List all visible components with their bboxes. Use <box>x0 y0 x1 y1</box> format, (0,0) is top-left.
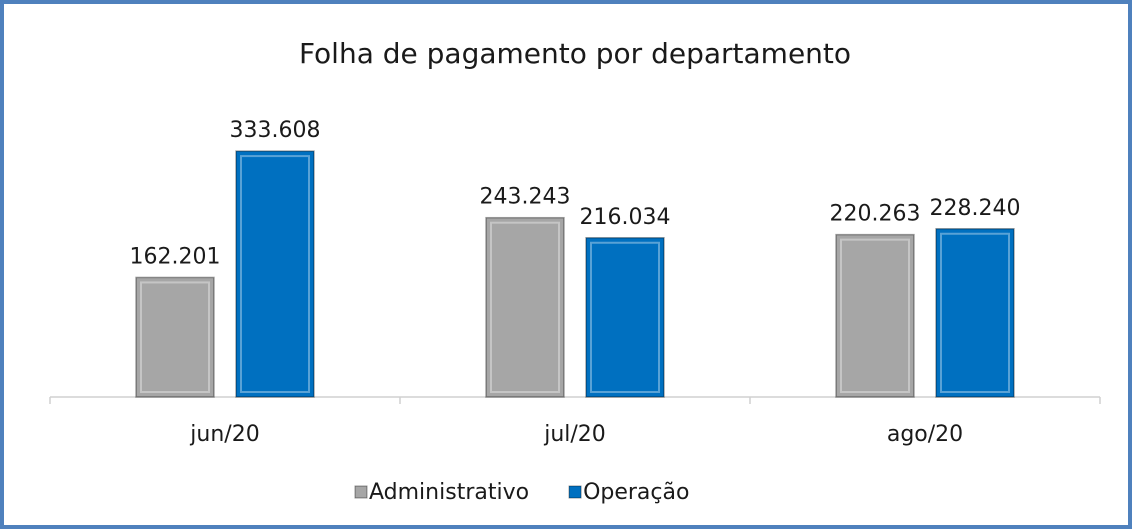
bar <box>935 228 1015 398</box>
bar-bevel <box>840 238 910 393</box>
data-label: 216.034 <box>580 205 671 230</box>
x-tick-label: ago/20 <box>887 422 963 447</box>
data-label: 162.201 <box>130 244 221 269</box>
legend-label: Administrativo <box>369 480 529 505</box>
bar <box>585 237 665 398</box>
bar-bevel <box>140 281 210 393</box>
bar-bevel <box>240 155 310 393</box>
bar <box>135 276 215 398</box>
data-label: 220.263 <box>830 202 921 227</box>
data-label: 243.243 <box>480 185 571 210</box>
legend-label: Operação <box>583 480 689 505</box>
data-label: 228.240 <box>930 196 1021 221</box>
bar <box>835 233 915 398</box>
bar-bevel <box>590 241 660 393</box>
data-label: 333.608 <box>230 118 321 143</box>
legend-swatch <box>568 485 582 499</box>
bar-bevel <box>490 221 560 393</box>
legend-swatch <box>354 485 368 499</box>
x-tick-label: jun/20 <box>189 422 259 447</box>
bar <box>485 216 565 398</box>
bar <box>235 150 315 398</box>
bar-bevel <box>940 232 1010 393</box>
x-tick-label: jul/20 <box>543 422 606 447</box>
chart-title: Folha de pagamento por departamento <box>299 37 851 70</box>
